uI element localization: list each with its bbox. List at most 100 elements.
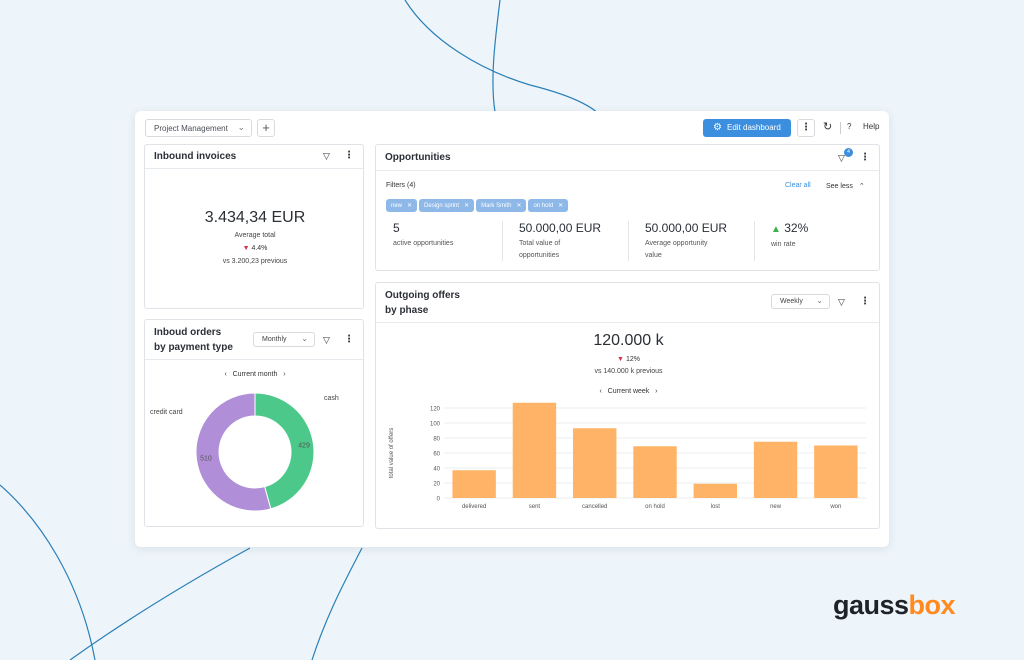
down-triangle-icon: ▼ — [242, 245, 250, 252]
edit-dashboard-button[interactable]: ⚙ Edit dashboard — [703, 119, 791, 137]
kebab-menu-icon[interactable]: ⋮ — [860, 152, 870, 163]
donut-slice-cash[interactable] — [254, 392, 315, 510]
kpi-divider — [502, 221, 503, 261]
chevron-right-icon[interactable]: › — [283, 371, 286, 378]
period-select[interactable]: Weekly ⌄ — [771, 294, 830, 309]
filter-icon[interactable]: ▽ — [838, 297, 845, 307]
chevron-left-icon[interactable]: ‹ — [224, 371, 227, 378]
kpi-value: 5 — [393, 221, 400, 235]
bar-delivered[interactable] — [452, 470, 496, 498]
close-icon[interactable]: ✕ — [464, 203, 470, 209]
bar-on-hold[interactable] — [633, 446, 677, 498]
edit-dashboard-label: Edit dashboard — [727, 123, 781, 132]
period-select-label: Monthly — [262, 336, 287, 343]
invoice-total: 3.434,34 EUR — [204, 209, 306, 226]
y-tick-label: 60 — [433, 452, 440, 458]
filter-chip[interactable]: Design sprint ✕ — [419, 199, 475, 212]
y-tick-label: 40 — [433, 467, 440, 473]
logo-text-part2: box — [908, 590, 956, 620]
clear-all-link[interactable]: Clear all — [785, 182, 811, 189]
filter-icon[interactable]: ▽ — [323, 335, 330, 345]
x-tick-label: won — [829, 504, 841, 510]
x-tick-label: new — [770, 504, 782, 510]
see-less-label: See less — [826, 183, 853, 190]
more-options-button[interactable]: ⋮ — [797, 119, 815, 137]
period-select[interactable]: Monthly ⌄ — [253, 332, 315, 347]
invoice-total-label: Average total — [234, 232, 276, 239]
kpi-win-rate: ▲ 32% win rate — [771, 221, 808, 251]
close-icon[interactable]: ✕ — [558, 203, 564, 209]
filter-icon[interactable]: ▽ — [323, 151, 330, 161]
y-tick-label: 100 — [430, 422, 441, 428]
y-tick-label: 20 — [433, 482, 440, 488]
bar-cancelled[interactable] — [573, 428, 617, 498]
dashboard-window: Project Management ⌄ + ⚙ Edit dashboard … — [135, 111, 889, 547]
x-tick-label: lost — [711, 504, 721, 510]
outgoing-offers-card: Outgoing offers by phase Weekly ⌄ ▽ ⋮ 12… — [375, 282, 880, 529]
logo-text-part1: gauss — [833, 590, 909, 620]
card-title-line1: Outgoing offers — [385, 290, 460, 301]
see-less-toggle[interactable]: See less ⌃ — [826, 182, 865, 190]
kpi-label-line2: value — [645, 252, 662, 259]
kebab-menu-icon[interactable]: ⋮ — [344, 334, 354, 345]
bar-lost[interactable] — [693, 483, 737, 498]
filter-chip[interactable]: on hold ✕ — [528, 199, 569, 212]
y-axis-label: total value of offers — [389, 428, 395, 479]
filter-count-badge: 4 — [844, 148, 853, 157]
x-tick-label: sent — [529, 504, 541, 510]
month-nav-label: Current month — [232, 371, 278, 378]
donut-legend-label: credit card — [150, 409, 183, 416]
chevron-down-icon: ⌄ — [301, 334, 308, 343]
kpi-label: win rate — [771, 241, 796, 248]
help-link[interactable]: Help — [863, 122, 880, 131]
offers-delta: ▼ 12% — [376, 356, 881, 363]
x-tick-label: delivered — [462, 504, 486, 510]
help-icon[interactable]: ? — [847, 122, 852, 131]
chevron-right-icon[interactable]: › — [655, 388, 658, 395]
close-icon[interactable]: ✕ — [407, 203, 413, 209]
add-dashboard-button[interactable]: + — [257, 119, 275, 137]
project-select[interactable]: Project Management ⌄ — [145, 119, 252, 137]
up-triangle-icon: ▲ — [771, 224, 781, 235]
kpi-active-opportunities: 5 active opportunities — [393, 221, 453, 250]
kpi-label-line1: Total value of — [519, 240, 561, 247]
kpi-value: 50.000,00 EUR — [645, 221, 728, 235]
card-title-line1: Inboud orders — [154, 327, 222, 338]
card-header: Inboud orders by payment type Monthly ⌄ … — [145, 320, 363, 360]
donut-value-label: 510 — [200, 456, 212, 463]
kpi-average-value: 50.000,00 EUR Average opportunity value — [645, 221, 727, 262]
dashboard-toolbar: Project Management ⌄ + ⚙ Edit dashboard … — [135, 111, 889, 145]
chip-label: Mark Smith — [481, 203, 512, 209]
donut-value-label: 429 — [298, 442, 310, 449]
kebab-menu-icon[interactable]: ⋮ — [344, 150, 354, 161]
offers-bar-chart: 0 20 40 60 80 100 120 delivered sent cancelled on … — [389, 402, 866, 510]
project-select-label: Project Management — [154, 124, 228, 133]
chevron-up-icon: ⌃ — [858, 183, 865, 190]
bar-sent[interactable] — [512, 402, 557, 498]
card-header: Opportunities ▽ 4 ⋮ — [376, 145, 879, 171]
refresh-icon[interactable]: ↻ — [823, 121, 833, 133]
kpi-divider — [628, 221, 629, 261]
filter-chips: new ✕ Design sprint ✕ Mark Smith ✕ on hold ✕ — [386, 199, 570, 217]
invoice-delta: ▼ 4.4% — [145, 245, 365, 252]
bar-won[interactable] — [814, 445, 858, 499]
filter-chip[interactable]: Mark Smith ✕ — [476, 199, 527, 212]
chip-label: Design sprint — [424, 203, 460, 209]
offers-delta-value: 12% — [625, 356, 640, 363]
close-icon[interactable]: ✕ — [516, 203, 522, 209]
filter-chip[interactable]: new ✕ — [386, 199, 418, 212]
y-tick-label: 0 — [437, 497, 441, 503]
kebab-menu-icon[interactable]: ⋮ — [860, 296, 870, 307]
opportunities-card: Opportunities ▽ 4 ⋮ Filters (4) Clear al… — [375, 144, 880, 271]
filter-icon[interactable]: ▽ — [838, 153, 845, 163]
donut-legend-label: cash — [324, 395, 339, 402]
down-triangle-icon: ▼ — [617, 356, 624, 363]
period-select-label: Weekly — [780, 298, 803, 305]
card-header: Inbound invoices ▽ ⋮ — [145, 145, 363, 169]
bar-new[interactable] — [753, 441, 798, 498]
card-title: Inbound invoices — [154, 151, 237, 162]
donut-slice-credit-card[interactable] — [195, 392, 272, 512]
kpi-label-line2: opportunities — [519, 252, 560, 259]
chevron-left-icon[interactable]: ‹ — [599, 388, 602, 395]
card-title: Opportunities — [385, 152, 451, 163]
